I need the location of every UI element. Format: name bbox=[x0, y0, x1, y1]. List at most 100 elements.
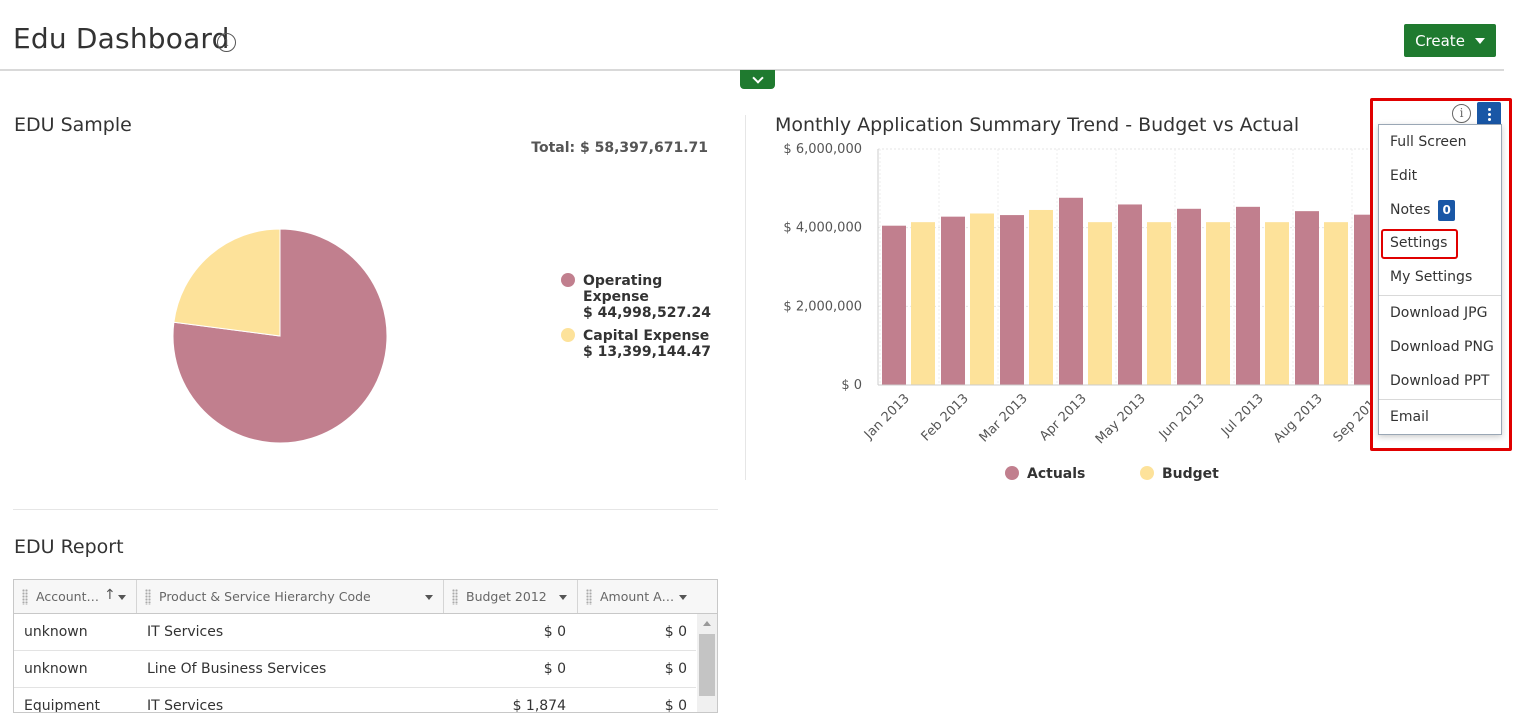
column-header-label: Product & Service Hierarchy Code bbox=[159, 589, 371, 604]
collapse-toggle-button[interactable] bbox=[740, 70, 775, 89]
widget-options-menu: Full Screen Edit Notes 0 Settings My Set… bbox=[1378, 124, 1502, 435]
x-tick-label: Sep 2013 bbox=[1331, 391, 1370, 445]
column-header-label: Amount A… bbox=[600, 589, 675, 604]
table-row[interactable]: unknown IT Services $ 0 $ 0 bbox=[14, 614, 696, 651]
drag-handle-icon[interactable] bbox=[145, 588, 151, 605]
column-header-amount[interactable]: Amount A… bbox=[578, 580, 717, 613]
table-cell: unknown bbox=[24, 661, 88, 677]
table-cell: Equipment bbox=[24, 698, 100, 713]
menu-item-settings[interactable]: Settings bbox=[1390, 235, 1448, 251]
column-menu-icon[interactable] bbox=[679, 595, 687, 600]
bar-budget-6[interactable] bbox=[1265, 222, 1289, 385]
bar-actuals-2[interactable] bbox=[1000, 215, 1024, 385]
y-tick-label: $ 6,000,000 bbox=[783, 142, 862, 157]
table-cell: $ 1,874 bbox=[512, 698, 566, 713]
x-tick-label: Jan 2013 bbox=[861, 391, 913, 443]
menu-item-edit[interactable]: Edit bbox=[1390, 168, 1418, 184]
create-button[interactable]: Create bbox=[1404, 24, 1496, 57]
bar-actuals-7[interactable] bbox=[1295, 211, 1319, 385]
bar-actuals-8[interactable] bbox=[1354, 214, 1370, 385]
info-icon[interactable]: i bbox=[217, 33, 236, 52]
table-row[interactable]: Equipment IT Services $ 1,874 $ 0 bbox=[14, 688, 696, 713]
widget-divider bbox=[745, 115, 746, 480]
menu-item-notes[interactable]: Notes 0 bbox=[1379, 195, 1501, 225]
x-tick-label: Aug 2013 bbox=[1271, 391, 1326, 446]
bar-actuals-0[interactable] bbox=[882, 225, 906, 385]
bar-actuals-3[interactable] bbox=[1059, 197, 1083, 385]
bar-budget-0[interactable] bbox=[911, 222, 935, 385]
menu-item-notes-label: Notes bbox=[1390, 202, 1431, 218]
sort-ascending-icon[interactable]: ↑ bbox=[104, 587, 116, 603]
x-tick-label: May 2013 bbox=[1093, 391, 1149, 447]
more-options-button[interactable] bbox=[1477, 102, 1501, 126]
menu-divider bbox=[1379, 399, 1501, 400]
scroll-up-icon[interactable] bbox=[703, 621, 711, 626]
bar-budget-7[interactable] bbox=[1324, 222, 1348, 385]
pie-chart bbox=[172, 228, 388, 444]
bar-actuals-4[interactable] bbox=[1118, 204, 1142, 385]
menu-item-download-ppt[interactable]: Download PPT bbox=[1390, 373, 1490, 389]
report-title: EDU Report bbox=[14, 536, 124, 558]
table-cell: $ 0 bbox=[664, 698, 687, 713]
x-tick-label: Jun 2013 bbox=[1156, 391, 1208, 443]
settings-highlight-outline bbox=[1381, 229, 1458, 259]
legend-marker bbox=[561, 273, 575, 287]
table-cell: $ 0 bbox=[664, 661, 687, 677]
y-tick-label: $ 0 bbox=[841, 378, 862, 393]
legend-value: $ 13,399,144.47 bbox=[583, 344, 711, 360]
table-header: Account… ↑ Product & Service Hierarchy C… bbox=[14, 580, 717, 614]
legend-label: Operating bbox=[583, 273, 663, 289]
y-tick-label: $ 4,000,000 bbox=[783, 221, 862, 236]
legend-label: Expense bbox=[583, 289, 649, 305]
menu-item-download-png[interactable]: Download PNG bbox=[1390, 339, 1494, 355]
table-cell: $ 0 bbox=[543, 624, 566, 640]
table-cell: Line Of Business Services bbox=[147, 661, 327, 677]
table-cell: unknown bbox=[24, 624, 88, 640]
bar-actuals-6[interactable] bbox=[1236, 206, 1260, 385]
table-cell: $ 0 bbox=[664, 624, 687, 640]
chart-info-icon[interactable]: i bbox=[1452, 104, 1471, 123]
menu-item-my-settings[interactable]: My Settings bbox=[1390, 269, 1473, 285]
column-header-account[interactable]: Account… ↑ bbox=[14, 580, 137, 613]
column-header-budget-2012[interactable]: Budget 2012 bbox=[444, 580, 578, 613]
pie-widget-title: EDU Sample bbox=[14, 114, 132, 136]
widget-divider bbox=[13, 509, 718, 510]
page-title: Edu Dashboard bbox=[13, 22, 230, 55]
column-menu-icon[interactable] bbox=[118, 595, 126, 600]
bar-budget-2[interactable] bbox=[1029, 209, 1053, 385]
menu-item-email[interactable]: Email bbox=[1390, 409, 1429, 425]
bar-actuals-5[interactable] bbox=[1177, 208, 1201, 385]
column-header-product-service[interactable]: Product & Service Hierarchy Code bbox=[137, 580, 444, 613]
bar-budget-5[interactable] bbox=[1206, 222, 1230, 385]
report-table: Account… ↑ Product & Service Hierarchy C… bbox=[13, 579, 718, 713]
table-row[interactable]: unknown Line Of Business Services $ 0 $ … bbox=[14, 651, 696, 688]
bar-chart: $ 0 $ 2,000,000 $ 4,000,000 $ 6,000,000 Jan … bbox=[783, 142, 1370, 482]
notes-count-badge: 0 bbox=[1438, 199, 1455, 221]
bar-actuals-1[interactable] bbox=[941, 216, 965, 385]
legend-label[interactable]: Budget bbox=[1162, 466, 1219, 482]
menu-item-full-screen[interactable]: Full Screen bbox=[1390, 134, 1467, 150]
bar-budget-1[interactable] bbox=[970, 213, 994, 385]
column-menu-icon[interactable] bbox=[559, 595, 567, 600]
drag-handle-icon[interactable] bbox=[22, 588, 28, 605]
column-menu-icon[interactable] bbox=[425, 595, 433, 600]
legend-marker[interactable] bbox=[1005, 466, 1019, 480]
drag-handle-icon[interactable] bbox=[452, 588, 458, 605]
legend-value: $ 44,998,527.24 bbox=[583, 305, 711, 321]
bar-budget-4[interactable] bbox=[1147, 222, 1171, 385]
legend-marker[interactable] bbox=[1140, 466, 1154, 480]
menu-highlight-outline bbox=[1370, 98, 1512, 451]
table-cell: IT Services bbox=[147, 624, 224, 640]
y-tick-label: $ 2,000,000 bbox=[783, 299, 862, 314]
vertical-scrollbar[interactable] bbox=[697, 614, 717, 712]
table-cell: IT Services bbox=[147, 698, 224, 713]
menu-item-download-jpg[interactable]: Download JPG bbox=[1390, 305, 1488, 321]
menu-divider bbox=[1379, 295, 1501, 296]
column-header-label: Budget 2012 bbox=[466, 589, 547, 604]
scrollbar-thumb[interactable] bbox=[699, 634, 715, 696]
bar-budget-3[interactable] bbox=[1088, 222, 1112, 385]
legend-label[interactable]: Actuals bbox=[1027, 466, 1085, 482]
x-tick-label: Feb 2013 bbox=[919, 391, 972, 444]
pie-slice-capital-expense[interactable] bbox=[173, 228, 281, 337]
drag-handle-icon[interactable] bbox=[586, 588, 592, 605]
